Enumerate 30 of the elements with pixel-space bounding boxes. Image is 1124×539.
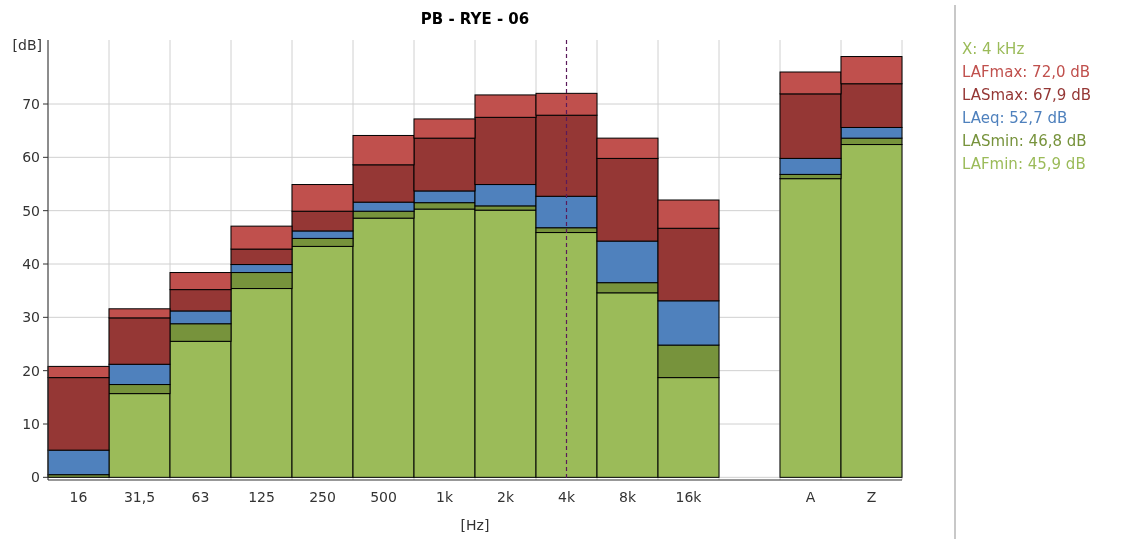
- text: X: 4 kHz: [962, 40, 1025, 58]
- text: LAFmin: 45,9 dB: [962, 155, 1086, 173]
- y-tick-label: 30: [22, 309, 40, 326]
- y-tick-label: 40: [22, 256, 40, 272]
- x-tick-label: Z: [866, 489, 877, 505]
- x-tick-label: 2k: [496, 489, 515, 505]
- y-tick-label: 0: [31, 469, 40, 486]
- x-tick-label: 4k: [557, 489, 576, 505]
- text: LASmax: 67,9 dB: [962, 86, 1091, 104]
- x-tick-label: 125: [248, 489, 275, 505]
- x-tick-label: 1k: [435, 489, 454, 505]
- x-tick-label: 8k: [618, 489, 637, 505]
- x-tick-label: 250: [309, 489, 336, 505]
- x-tick-label: 16k: [675, 489, 703, 505]
- y-tick-label: 10: [22, 416, 40, 432]
- x-tick-label: 31,5: [123, 489, 156, 505]
- y-tick-label: 20: [22, 362, 40, 379]
- text: LAeq: 52,7 dB: [962, 109, 1068, 127]
- x-axis-title: [Hz]: [460, 517, 490, 533]
- y-tick-label: 50: [22, 202, 40, 219]
- text: LAFmax: 72,0 dB: [962, 63, 1091, 81]
- x-tick-label: 63: [191, 489, 210, 505]
- text: LASmin: 46,8 dB: [962, 132, 1087, 150]
- chart-title: PB - RYE - 06: [420, 10, 530, 28]
- y-axis-title: [dB]: [12, 37, 42, 53]
- x-tick-label: 500: [370, 489, 397, 505]
- y-tick-label: 70: [22, 96, 40, 112]
- x-tick-label: A: [805, 489, 816, 505]
- y-tick-label: 60: [22, 149, 40, 166]
- x-tick-label: 16: [69, 489, 88, 505]
